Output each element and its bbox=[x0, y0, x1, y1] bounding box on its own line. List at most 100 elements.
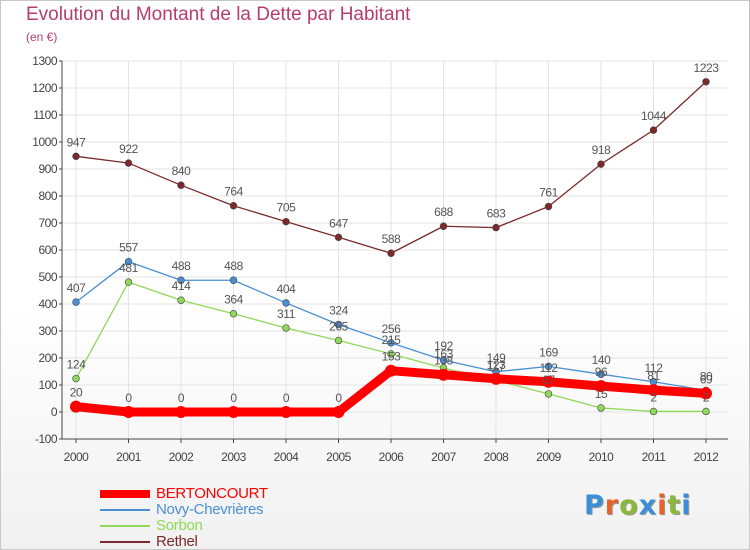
data-label: 20 bbox=[70, 386, 83, 400]
labels-sorbon: 124 481 414 364 311 265 215 163 117 67 15 2 2 bbox=[67, 261, 711, 404]
data-label: 215 bbox=[382, 333, 402, 347]
data-label: 0 bbox=[178, 391, 185, 405]
data-point bbox=[72, 298, 80, 306]
data-point bbox=[177, 276, 185, 284]
data-point bbox=[597, 404, 605, 412]
data-point bbox=[385, 364, 397, 377]
data-point bbox=[439, 222, 448, 230]
x-tick-label: 2004 bbox=[274, 450, 300, 464]
data-point bbox=[647, 384, 660, 397]
series-bertoncourt bbox=[70, 364, 712, 418]
data-label: 96 bbox=[595, 365, 608, 379]
data-point bbox=[597, 370, 605, 378]
data-label: 2 bbox=[703, 390, 710, 404]
data-point bbox=[72, 152, 80, 161]
data-label: 840 bbox=[172, 164, 192, 178]
y-tick-label: 600 bbox=[38, 243, 57, 257]
data-label: 922 bbox=[119, 142, 139, 156]
data-label: 112 bbox=[645, 361, 664, 375]
x-tick-label: 2007 bbox=[431, 450, 457, 464]
legend-item-novy-chevri-res: Novy-Chevrières bbox=[100, 501, 420, 518]
legend-item-sorbon: Sorbon bbox=[100, 517, 420, 534]
data-label: 588 bbox=[382, 232, 402, 246]
x-tick-label: 2008 bbox=[484, 450, 510, 464]
proxiti-logo: Proxiti bbox=[584, 490, 692, 521]
data-label: 1223 bbox=[693, 61, 719, 75]
data-label: 705 bbox=[277, 201, 297, 215]
data-label: 149 bbox=[487, 351, 507, 365]
x-tick-label: 2000 bbox=[64, 450, 90, 464]
data-point bbox=[490, 372, 502, 385]
data-label: 69 bbox=[700, 372, 713, 386]
legend-label: Novy-Chevrières bbox=[156, 501, 264, 518]
labels-bertoncourt: 20 0 0 0 0 0 153 138 123 112 96 81 69 bbox=[70, 350, 714, 405]
x-tick-label: 2002 bbox=[169, 450, 195, 464]
data-point bbox=[492, 223, 500, 232]
data-point bbox=[387, 249, 395, 257]
data-label: 481 bbox=[119, 261, 139, 275]
data-label: 117 bbox=[487, 359, 506, 373]
data-label: 80 bbox=[700, 369, 713, 383]
legend-label: Sorbon bbox=[156, 517, 203, 534]
data-point bbox=[542, 375, 555, 388]
data-point bbox=[227, 406, 240, 418]
chart-title: Evolution du Montant de la Dette par Hab… bbox=[26, 4, 411, 25]
data-label: 265 bbox=[329, 319, 349, 333]
y-tick-label: 0 bbox=[51, 405, 58, 419]
logo-letter: i bbox=[681, 490, 692, 521]
legend-swatch bbox=[100, 525, 150, 527]
legend-item-rethel: Rethel bbox=[100, 533, 420, 550]
logo-letter: r bbox=[604, 490, 620, 521]
data-point bbox=[124, 278, 133, 286]
data-point bbox=[177, 181, 185, 189]
data-label: 138 bbox=[434, 354, 454, 368]
data-point bbox=[437, 368, 450, 381]
data-point bbox=[595, 380, 607, 393]
data-point bbox=[334, 320, 343, 329]
data-point bbox=[124, 257, 133, 266]
data-point bbox=[229, 310, 238, 318]
y-tick-label: 100 bbox=[38, 378, 57, 392]
series-novy-chevri-res bbox=[72, 257, 710, 395]
data-point bbox=[702, 78, 710, 86]
data-point bbox=[282, 324, 290, 332]
data-label: 488 bbox=[172, 259, 192, 273]
legend-swatch bbox=[100, 541, 150, 543]
logo-letter: o bbox=[619, 490, 639, 521]
data-label: 0 bbox=[283, 391, 290, 405]
data-label: 112 bbox=[540, 361, 559, 375]
data-label: 163 bbox=[434, 347, 454, 361]
data-point bbox=[124, 159, 133, 167]
y-tick-label: -100 bbox=[35, 432, 58, 446]
y-tick-label: 400 bbox=[38, 297, 57, 311]
data-label: 124 bbox=[67, 358, 87, 372]
data-point bbox=[334, 233, 343, 242]
y-tick-label: 1300 bbox=[32, 54, 58, 68]
y-tick-label: 700 bbox=[38, 216, 57, 230]
y-tick-label: 1000 bbox=[32, 135, 58, 149]
data-label: 557 bbox=[119, 241, 139, 255]
series-sorbon bbox=[72, 278, 710, 416]
data-point bbox=[175, 406, 187, 418]
data-point bbox=[597, 160, 605, 168]
data-label: 414 bbox=[172, 279, 192, 293]
data-label: 404 bbox=[277, 282, 297, 296]
grid-lines bbox=[62, 60, 728, 440]
y-tick-label: 200 bbox=[38, 351, 57, 365]
x-tick-label: 2010 bbox=[589, 450, 615, 464]
data-label: 324 bbox=[329, 304, 349, 318]
data-point bbox=[122, 406, 135, 418]
data-label: 81 bbox=[647, 369, 660, 383]
legend-item-bertoncourt: BERTONCOURT bbox=[100, 485, 420, 502]
data-point bbox=[649, 126, 658, 134]
data-label: 1044 bbox=[641, 109, 667, 123]
data-point bbox=[72, 374, 80, 383]
data-label: 761 bbox=[539, 186, 559, 200]
data-label: 0 bbox=[230, 391, 237, 405]
data-point bbox=[282, 299, 290, 307]
x-tick-label: 2005 bbox=[326, 450, 352, 464]
x-tick-label: 2012 bbox=[694, 450, 720, 464]
data-label: 15 bbox=[595, 387, 608, 401]
logo-letter: x bbox=[638, 490, 658, 521]
x-tick-label: 2009 bbox=[536, 450, 562, 464]
